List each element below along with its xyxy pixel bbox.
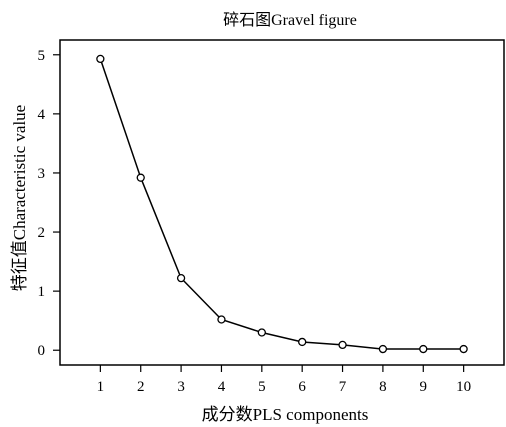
x-tick-label: 5 [258, 379, 266, 395]
x-axis: 1 2 3 4 5 6 7 8 9 10 [97, 365, 471, 395]
x-tick-label: 10 [456, 379, 471, 395]
y-tick-label: 2 [38, 225, 46, 241]
y-tick-label: 3 [38, 166, 46, 182]
plot-frame [59, 39, 505, 366]
y-tick-label: 5 [38, 48, 46, 64]
data-point [217, 315, 226, 324]
chart-title: 碎石图Gravel figure [223, 11, 357, 29]
y-tick-label: 4 [38, 107, 46, 123]
data-point [96, 54, 105, 64]
x-tick-label: 6 [298, 379, 306, 395]
data-point [459, 344, 468, 354]
x-tick-label: 2 [137, 379, 145, 395]
data-point [338, 340, 347, 350]
y-axis-label: 特征值Characteristic value [10, 105, 29, 291]
y-tick-label: 0 [38, 343, 46, 359]
x-tick-label: 4 [218, 379, 226, 395]
x-axis-label: 成分数PLS components [202, 405, 369, 424]
data-point [298, 337, 307, 347]
series-group [96, 54, 468, 354]
data-point [257, 328, 266, 337]
y-tick-label: 1 [38, 284, 46, 300]
data-point [176, 273, 186, 283]
y-axis: 0 1 2 3 4 5 [38, 48, 60, 359]
data-point [419, 344, 428, 354]
x-tick-label: 9 [420, 379, 428, 395]
x-tick-label: 7 [339, 379, 347, 395]
x-tick-label: 1 [97, 379, 105, 395]
x-tick-label: 8 [379, 379, 387, 395]
x-tick-label: 3 [177, 379, 185, 395]
series-line [99, 58, 464, 350]
data-point [378, 344, 388, 354]
data-point [136, 173, 145, 182]
